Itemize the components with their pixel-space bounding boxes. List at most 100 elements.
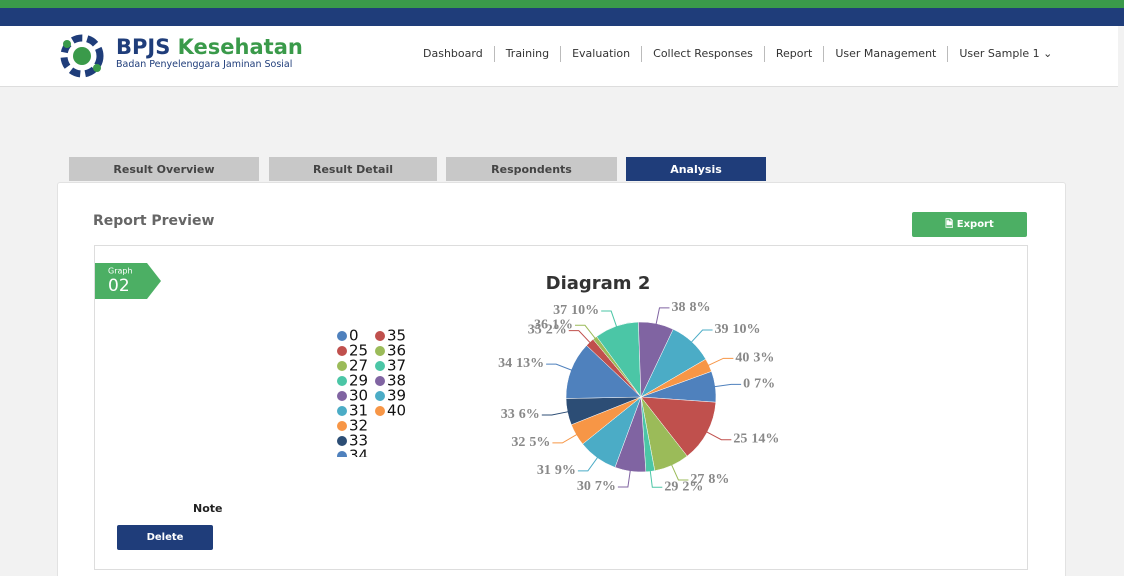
label-category: 30 xyxy=(577,479,591,494)
tab[interactable]: Result Overview xyxy=(69,157,259,181)
legend-label: 37 xyxy=(387,357,406,375)
graph-tag: Graph xyxy=(108,267,133,276)
label-category: 35 xyxy=(528,323,542,338)
leader-line xyxy=(688,329,713,346)
nav-item[interactable]: User Management xyxy=(823,46,947,62)
legend-label: 25 xyxy=(349,342,368,360)
export-button[interactable]: 🗎 Export xyxy=(912,212,1027,237)
label-category: 29 xyxy=(664,480,678,495)
nav-item[interactable]: Training xyxy=(493,46,560,62)
label-value: 2% xyxy=(682,480,703,495)
data-label: 27 8% xyxy=(690,472,729,487)
legend-swatch xyxy=(337,451,347,457)
legend-label: 36 xyxy=(387,342,406,360)
leader-line xyxy=(574,324,598,342)
label-value: 8% xyxy=(689,300,710,315)
legend-label: 35 xyxy=(387,327,406,345)
label-category: 38 xyxy=(671,300,685,315)
legend-label: 40 xyxy=(387,402,406,420)
top-bar xyxy=(0,8,1124,26)
data-label: 0 7% xyxy=(743,377,775,392)
delete-button[interactable]: Delete xyxy=(117,525,213,550)
logo-name: Kesehatan xyxy=(177,35,303,59)
legend-swatch xyxy=(337,376,347,386)
legend-label: 38 xyxy=(387,372,406,390)
legend-swatch xyxy=(337,421,347,431)
legend-label: 34 xyxy=(349,447,368,465)
legend-swatch xyxy=(375,361,385,371)
tab-active[interactable]: Analysis xyxy=(626,157,766,181)
data-label: 36 1% xyxy=(534,318,573,333)
chart-title: Diagram 2 xyxy=(546,273,651,294)
section-title: Report Preview xyxy=(93,213,215,229)
leader-line xyxy=(568,330,593,346)
legend-swatch xyxy=(337,361,347,371)
legend-swatch xyxy=(337,406,347,416)
leader-line xyxy=(705,357,734,368)
tab[interactable]: Result Detail xyxy=(269,157,437,181)
leader-line xyxy=(541,410,572,416)
label-value: 13% xyxy=(516,356,544,371)
legend-swatch xyxy=(337,331,347,341)
export-label[interactable]: Export xyxy=(956,219,994,230)
data-label: 34 13% xyxy=(498,356,544,371)
label-category: 39 xyxy=(715,322,729,337)
label-category: 34 xyxy=(498,356,512,371)
logo-title: BPJS Kesehatan xyxy=(116,35,303,59)
label-value: 6% xyxy=(519,407,540,422)
legend-label: 30 xyxy=(349,387,368,405)
leader-line xyxy=(577,454,600,472)
label-category: 33 xyxy=(501,407,515,422)
data-label: 25 14% xyxy=(733,432,779,447)
label-value: 10% xyxy=(733,322,761,337)
data-label: 38 8% xyxy=(671,300,710,315)
leader-line xyxy=(711,383,742,388)
top-strip xyxy=(0,0,1124,8)
nav-item[interactable]: Dashboard xyxy=(423,47,483,60)
data-label: 29 2% xyxy=(664,480,703,495)
label-value: 1% xyxy=(552,318,573,333)
legend-swatch xyxy=(375,376,385,386)
legend-label: 31 xyxy=(349,402,368,420)
leader-line xyxy=(552,432,580,444)
legend-swatch xyxy=(375,391,385,401)
legend-swatch xyxy=(337,436,347,446)
data-label: 37 10% xyxy=(553,303,599,318)
legend-swatch xyxy=(337,391,347,401)
tab[interactable]: Respondents xyxy=(446,157,617,181)
label-value: 10% xyxy=(571,303,599,318)
legend-label: 29 xyxy=(349,372,368,390)
label-value: 7% xyxy=(754,377,775,392)
label-value: 5% xyxy=(529,435,550,450)
graph-number: 02 xyxy=(108,276,130,296)
nav-item[interactable]: Evaluation xyxy=(560,46,641,62)
label-value: 14% xyxy=(751,432,779,447)
label-category: 32 xyxy=(511,435,525,450)
label-value: 3% xyxy=(753,351,774,366)
logo-icon xyxy=(60,34,104,78)
nav-item[interactable]: Collect Responses xyxy=(641,46,764,62)
legend-label: 32 xyxy=(349,417,368,435)
user-name[interactable]: User Sample 1 xyxy=(959,47,1040,60)
legend-swatch xyxy=(375,331,385,341)
label-value: 2% xyxy=(546,323,567,338)
label-category: 31 xyxy=(537,463,551,478)
label-value: 8% xyxy=(708,472,729,487)
leader-line xyxy=(546,363,575,372)
leader-line xyxy=(649,467,663,488)
leader-line xyxy=(617,467,632,488)
leader-line xyxy=(654,307,670,328)
legend-swatch xyxy=(375,406,385,416)
header: BPJS Kesehatan Badan Penyelenggara Jamin… xyxy=(0,26,1118,87)
nav-item[interactable]: Report xyxy=(763,46,823,62)
nav-user[interactable]: User Sample 1 ⌄ xyxy=(947,46,1063,62)
chart: Diagram 2 02527293031323334353637383940 … xyxy=(337,273,779,495)
label-category: 36 xyxy=(534,318,548,333)
legend-label: 0 xyxy=(349,327,359,345)
leader-line xyxy=(703,429,732,441)
data-label: 39 10% xyxy=(715,322,761,337)
data-label: 31 9% xyxy=(537,463,576,478)
legend-swatch xyxy=(375,346,385,356)
